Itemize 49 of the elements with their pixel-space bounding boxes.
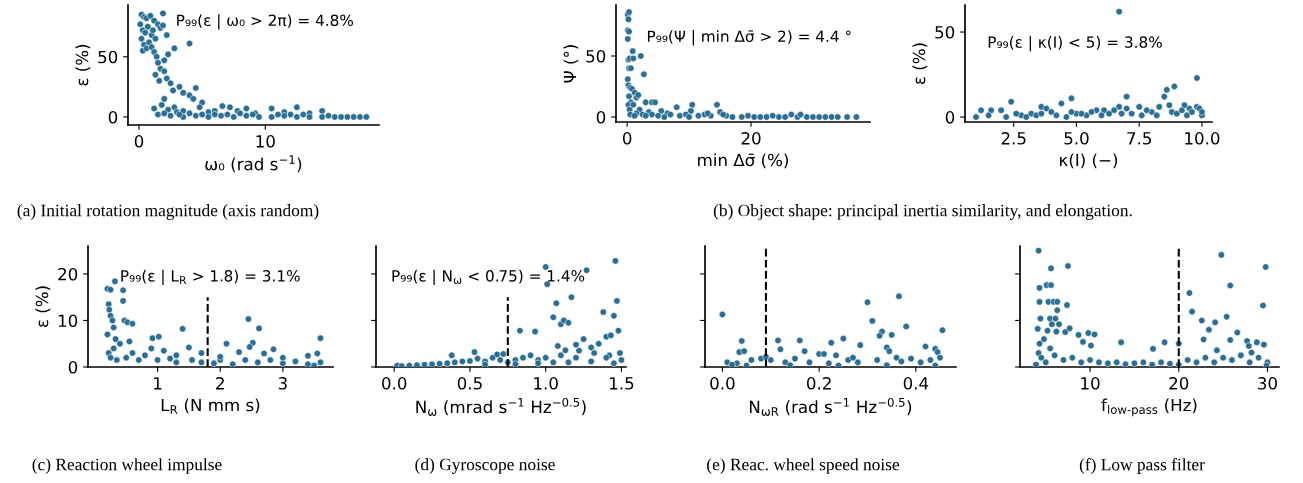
x-tick-label: 30: [1258, 377, 1277, 390]
y-tick-label: 20: [58, 267, 78, 281]
x-tick-label: 1.0: [534, 377, 558, 390]
x-axis-title: κ(I) (−): [1060, 153, 1118, 169]
x-tick-label: 10: [256, 135, 275, 148]
y-tick-label: 0: [68, 360, 78, 374]
text: (d) Gyroscope noise: [415, 458, 555, 474]
x-tick-label: 20: [1169, 377, 1189, 390]
x-tick-label: 0.0: [710, 377, 735, 390]
y-tick-label: 10: [58, 314, 78, 328]
x-tick-label: 3: [278, 377, 287, 390]
x-axis-title: N$_{ωR}$ (rad s$^{−1}$ Hz$^{−0.5}$): [749, 397, 912, 416]
x-tick-label: 0: [134, 135, 144, 148]
annotation: P₉₉(ε | ω₀ > 2π) = 4.8%: [177, 14, 354, 30]
x-axis-title: ω₀ (rad s$^{−1}$): [205, 155, 302, 173]
x-tick-label: 20: [741, 132, 761, 145]
x-tick-label: 0.5: [457, 377, 482, 390]
y-tick-label: 50: [98, 50, 118, 64]
x-tick-label: 10.0: [1185, 132, 1220, 145]
text: (a) Initial rotation magnitude (axis random): [17, 204, 319, 220]
x-tick-label: 10: [1081, 377, 1100, 390]
annotation: P₉₉(ε | L$_{R}$ > 1.8) = 3.1%: [121, 269, 300, 286]
x-tick-label: 0.2: [806, 377, 831, 390]
text: (b) Object shape: principal inertia similarity, and elongation.: [713, 204, 1132, 220]
x-axis-title: min Δσ̄ (%): [698, 153, 788, 169]
x-tick-label: 2.5: [1001, 132, 1026, 145]
x-tick-label: 2: [216, 377, 224, 390]
annotation: P₉₉(ε | N$_{ω}$ < 0.75) = 1.4%: [392, 269, 585, 286]
y-axis-title: ε (%): [75, 44, 91, 86]
text: (e) Reac. wheel speed noise: [707, 458, 900, 474]
y-axis-title: Ψ (°): [563, 45, 579, 83]
x-axis-title: L$_{R}$ (N mm s): [161, 398, 260, 414]
x-axis-title: N$_{ω}$ (mrad s$^{−1}$ Hz$^{−0.5}$): [416, 397, 586, 416]
text: (c) Reaction wheel impulse: [32, 458, 222, 474]
x-axis-title: f$_{low-pass}$ (Hz): [1101, 398, 1197, 417]
x-tick-label: 0: [622, 132, 632, 145]
x-tick-label: 0.0: [382, 377, 407, 390]
y-tick-label: 50: [935, 26, 955, 39]
text: (f) Low pass filter: [1079, 458, 1205, 474]
x-tick-label: 1: [154, 377, 162, 390]
x-tick-label: 7.5: [1127, 132, 1151, 145]
x-tick-label: 1.5: [610, 377, 634, 390]
x-tick-label: 5.0: [1064, 132, 1089, 145]
y-tick-label: 50: [586, 49, 606, 63]
y-axis-title: ε (%): [35, 286, 51, 327]
annotation: P₉₉(ε | κ(I) < 5) = 3.8%: [988, 35, 1162, 52]
y-axis-title: ε (%): [912, 43, 928, 84]
annotation: P₉₉(Ψ | min Δσ̄ > 2) = 4.4 °: [647, 30, 851, 46]
x-tick-label: 0.4: [903, 377, 929, 390]
